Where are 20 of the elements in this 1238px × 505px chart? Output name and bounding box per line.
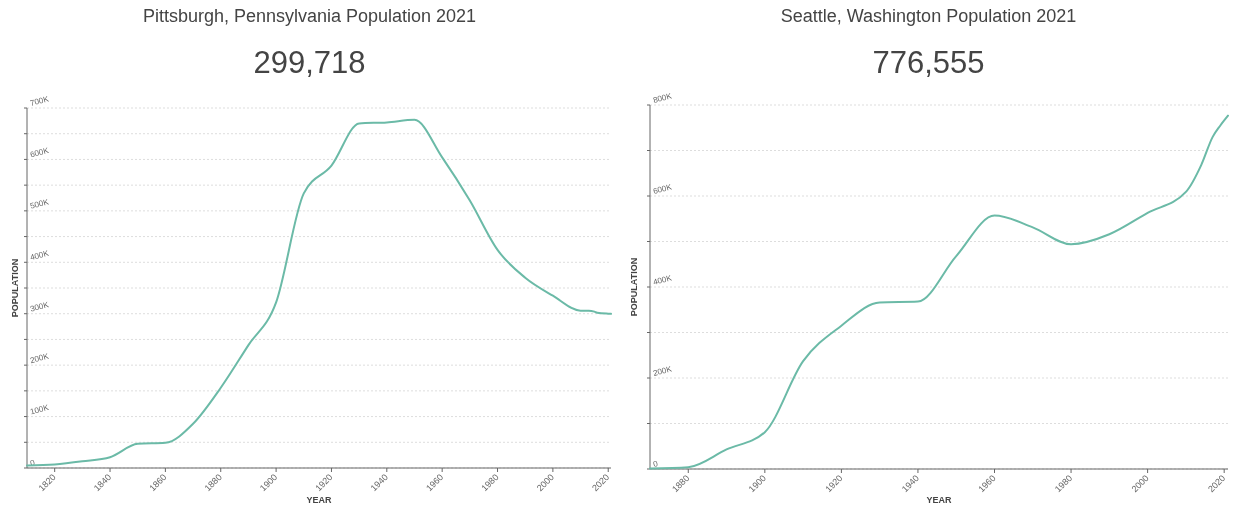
y-tick-label: 0 xyxy=(652,458,660,469)
y-tick-label: 600K xyxy=(652,182,674,196)
chart-title: Seattle, Washington Population 2021 xyxy=(780,6,1077,26)
y-axis-title: POPULATION xyxy=(10,258,20,318)
y-tick-label: 700K xyxy=(29,94,51,108)
y-tick-label: 300K xyxy=(29,299,51,314)
y-axis-title: POPULATION xyxy=(629,257,639,317)
y-tick-label: 500K xyxy=(29,197,51,211)
y-tick-label: 200K xyxy=(652,364,674,378)
y-tick-label: 100K xyxy=(29,402,51,417)
x-axis-title: YEAR xyxy=(306,495,332,505)
y-tick-label: 600K xyxy=(29,145,51,160)
chart-subtitle: 776,555 xyxy=(872,45,985,80)
chart-title: Pittsburgh, Pennsylvania Population 2021 xyxy=(142,6,477,26)
y-tick-label: 800K xyxy=(652,91,674,105)
x-axis-title: YEAR xyxy=(926,495,952,505)
chart-subtitle: 299,718 xyxy=(253,45,366,80)
y-tick-label: 400K xyxy=(29,248,51,263)
y-tick-label: 400K xyxy=(652,273,674,287)
y-tick-label: 200K xyxy=(29,351,51,366)
